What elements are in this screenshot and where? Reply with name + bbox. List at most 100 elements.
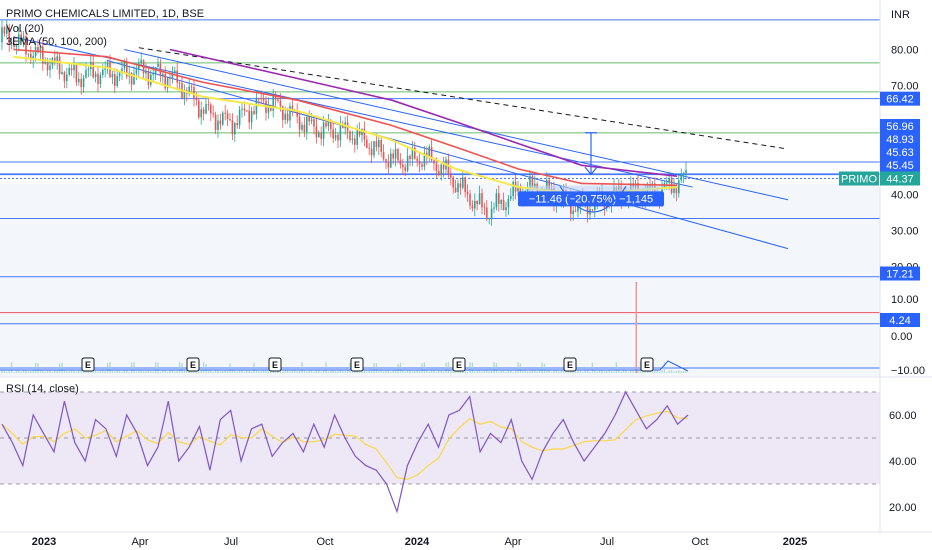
volume-bar — [368, 370, 370, 373]
volume-bar — [414, 370, 416, 373]
volume-bar — [80, 370, 82, 373]
volume-bar — [126, 370, 128, 373]
volume-bar — [308, 370, 310, 373]
volume-bar — [118, 370, 121, 373]
candle-body — [435, 163, 438, 172]
volume-bar — [157, 362, 159, 373]
chart-title[interactable]: PRIMO CHEMICALS LIMITED, 1D, BSE — [6, 8, 204, 20]
volume-bar — [404, 371, 406, 373]
candle-body — [301, 124, 303, 130]
volume-bar — [356, 370, 358, 373]
volume-bar — [598, 370, 601, 373]
volume-bar — [406, 370, 409, 373]
volume-bar — [673, 371, 675, 373]
candle-body — [214, 114, 217, 130]
volume-bar — [325, 362, 327, 373]
volume-bar — [303, 370, 306, 373]
candle-body — [464, 177, 466, 193]
volume-bar — [625, 370, 627, 373]
volume-bar — [87, 370, 90, 373]
candle-body — [183, 90, 186, 99]
volume-bar — [627, 371, 630, 373]
volume-bar — [517, 362, 519, 373]
ema-legend[interactable]: 3EMA (50, 100, 200) — [6, 36, 107, 48]
volume-bar — [306, 371, 308, 373]
candle-body — [241, 108, 243, 110]
price-badge-bg — [880, 158, 920, 172]
volume-bar — [78, 370, 80, 373]
volume-bar — [397, 363, 399, 373]
candle-body — [478, 193, 481, 205]
volume-bar — [481, 371, 483, 373]
candle-body — [66, 74, 68, 82]
volume-bar — [104, 371, 106, 373]
trendline — [124, 49, 789, 201]
candle-body — [450, 174, 452, 178]
volume-bar — [318, 370, 320, 373]
candle-body — [282, 106, 284, 120]
volume-bar — [109, 362, 111, 373]
candle-body — [402, 164, 404, 168]
candle-body — [222, 112, 224, 125]
price-scale[interactable]: 80.00 70.00 40.00 30.00 20.00 10.00 0.00 −10.00… — [839, 0, 925, 532]
candle-body — [668, 178, 670, 183]
candle-body — [390, 153, 392, 168]
volume-bar — [18, 370, 20, 373]
volume-bar — [416, 370, 418, 373]
volume-bar — [385, 370, 387, 373]
candle-body — [512, 181, 514, 197]
candle-body — [49, 65, 51, 71]
lower-shaded-zone — [0, 184, 880, 376]
candle-body — [368, 147, 370, 149]
volume-bar — [130, 362, 133, 373]
price-badge: 48.93 — [886, 134, 914, 146]
volume-bar — [390, 371, 392, 373]
candle-body — [399, 160, 402, 165]
candle-body — [114, 74, 116, 86]
candle-body — [262, 98, 265, 101]
volume-bar — [373, 363, 375, 373]
volume-bar — [289, 371, 291, 373]
rsi-pane[interactable] — [0, 376, 932, 485]
volume-bar — [558, 371, 560, 373]
candle-body — [226, 113, 229, 120]
time-tick-label: 2024 — [405, 536, 430, 548]
time-scale[interactable]: 2023 Apr Jul Oct 2024 Apr Jul Oct 2025 — [0, 531, 932, 548]
volume-bar — [354, 370, 356, 373]
volume-bar — [339, 370, 342, 373]
volume-bar — [543, 363, 546, 373]
candle-body — [162, 73, 164, 76]
price-pane[interactable] — [0, 184, 880, 376]
volume-bar — [190, 371, 193, 373]
candle-body — [490, 208, 493, 218]
candle-body — [22, 36, 25, 42]
volume-bar — [34, 362, 37, 373]
volume-bar — [332, 370, 334, 373]
drawings: −11.46 (−20.75%) −1,145 — [518, 132, 664, 213]
candle-body — [409, 155, 411, 160]
candle-body — [488, 217, 490, 220]
volume-bar — [30, 370, 32, 373]
candle-body — [87, 68, 90, 71]
candle-body — [349, 131, 351, 141]
candle-body — [529, 176, 531, 189]
volume-bar — [73, 370, 75, 373]
candle-body — [505, 207, 507, 211]
currency-label[interactable]: INR — [891, 9, 910, 21]
rsi-legend[interactable]: RSI (14, close) — [6, 383, 79, 395]
volume-bar — [37, 363, 39, 373]
volume-legend[interactable]: Vol (20) — [6, 23, 44, 35]
candle-body — [334, 134, 337, 139]
volume-bar — [296, 371, 298, 373]
candle-body — [375, 141, 378, 148]
candle-body — [534, 183, 536, 188]
volume-bar — [111, 370, 114, 373]
volume-bar — [262, 370, 265, 373]
candle-body — [255, 97, 258, 114]
candle-body — [289, 106, 291, 121]
volume-bar — [147, 370, 150, 373]
volume-bar — [380, 370, 382, 373]
volume-bar — [498, 371, 500, 373]
candle-body — [394, 148, 397, 159]
